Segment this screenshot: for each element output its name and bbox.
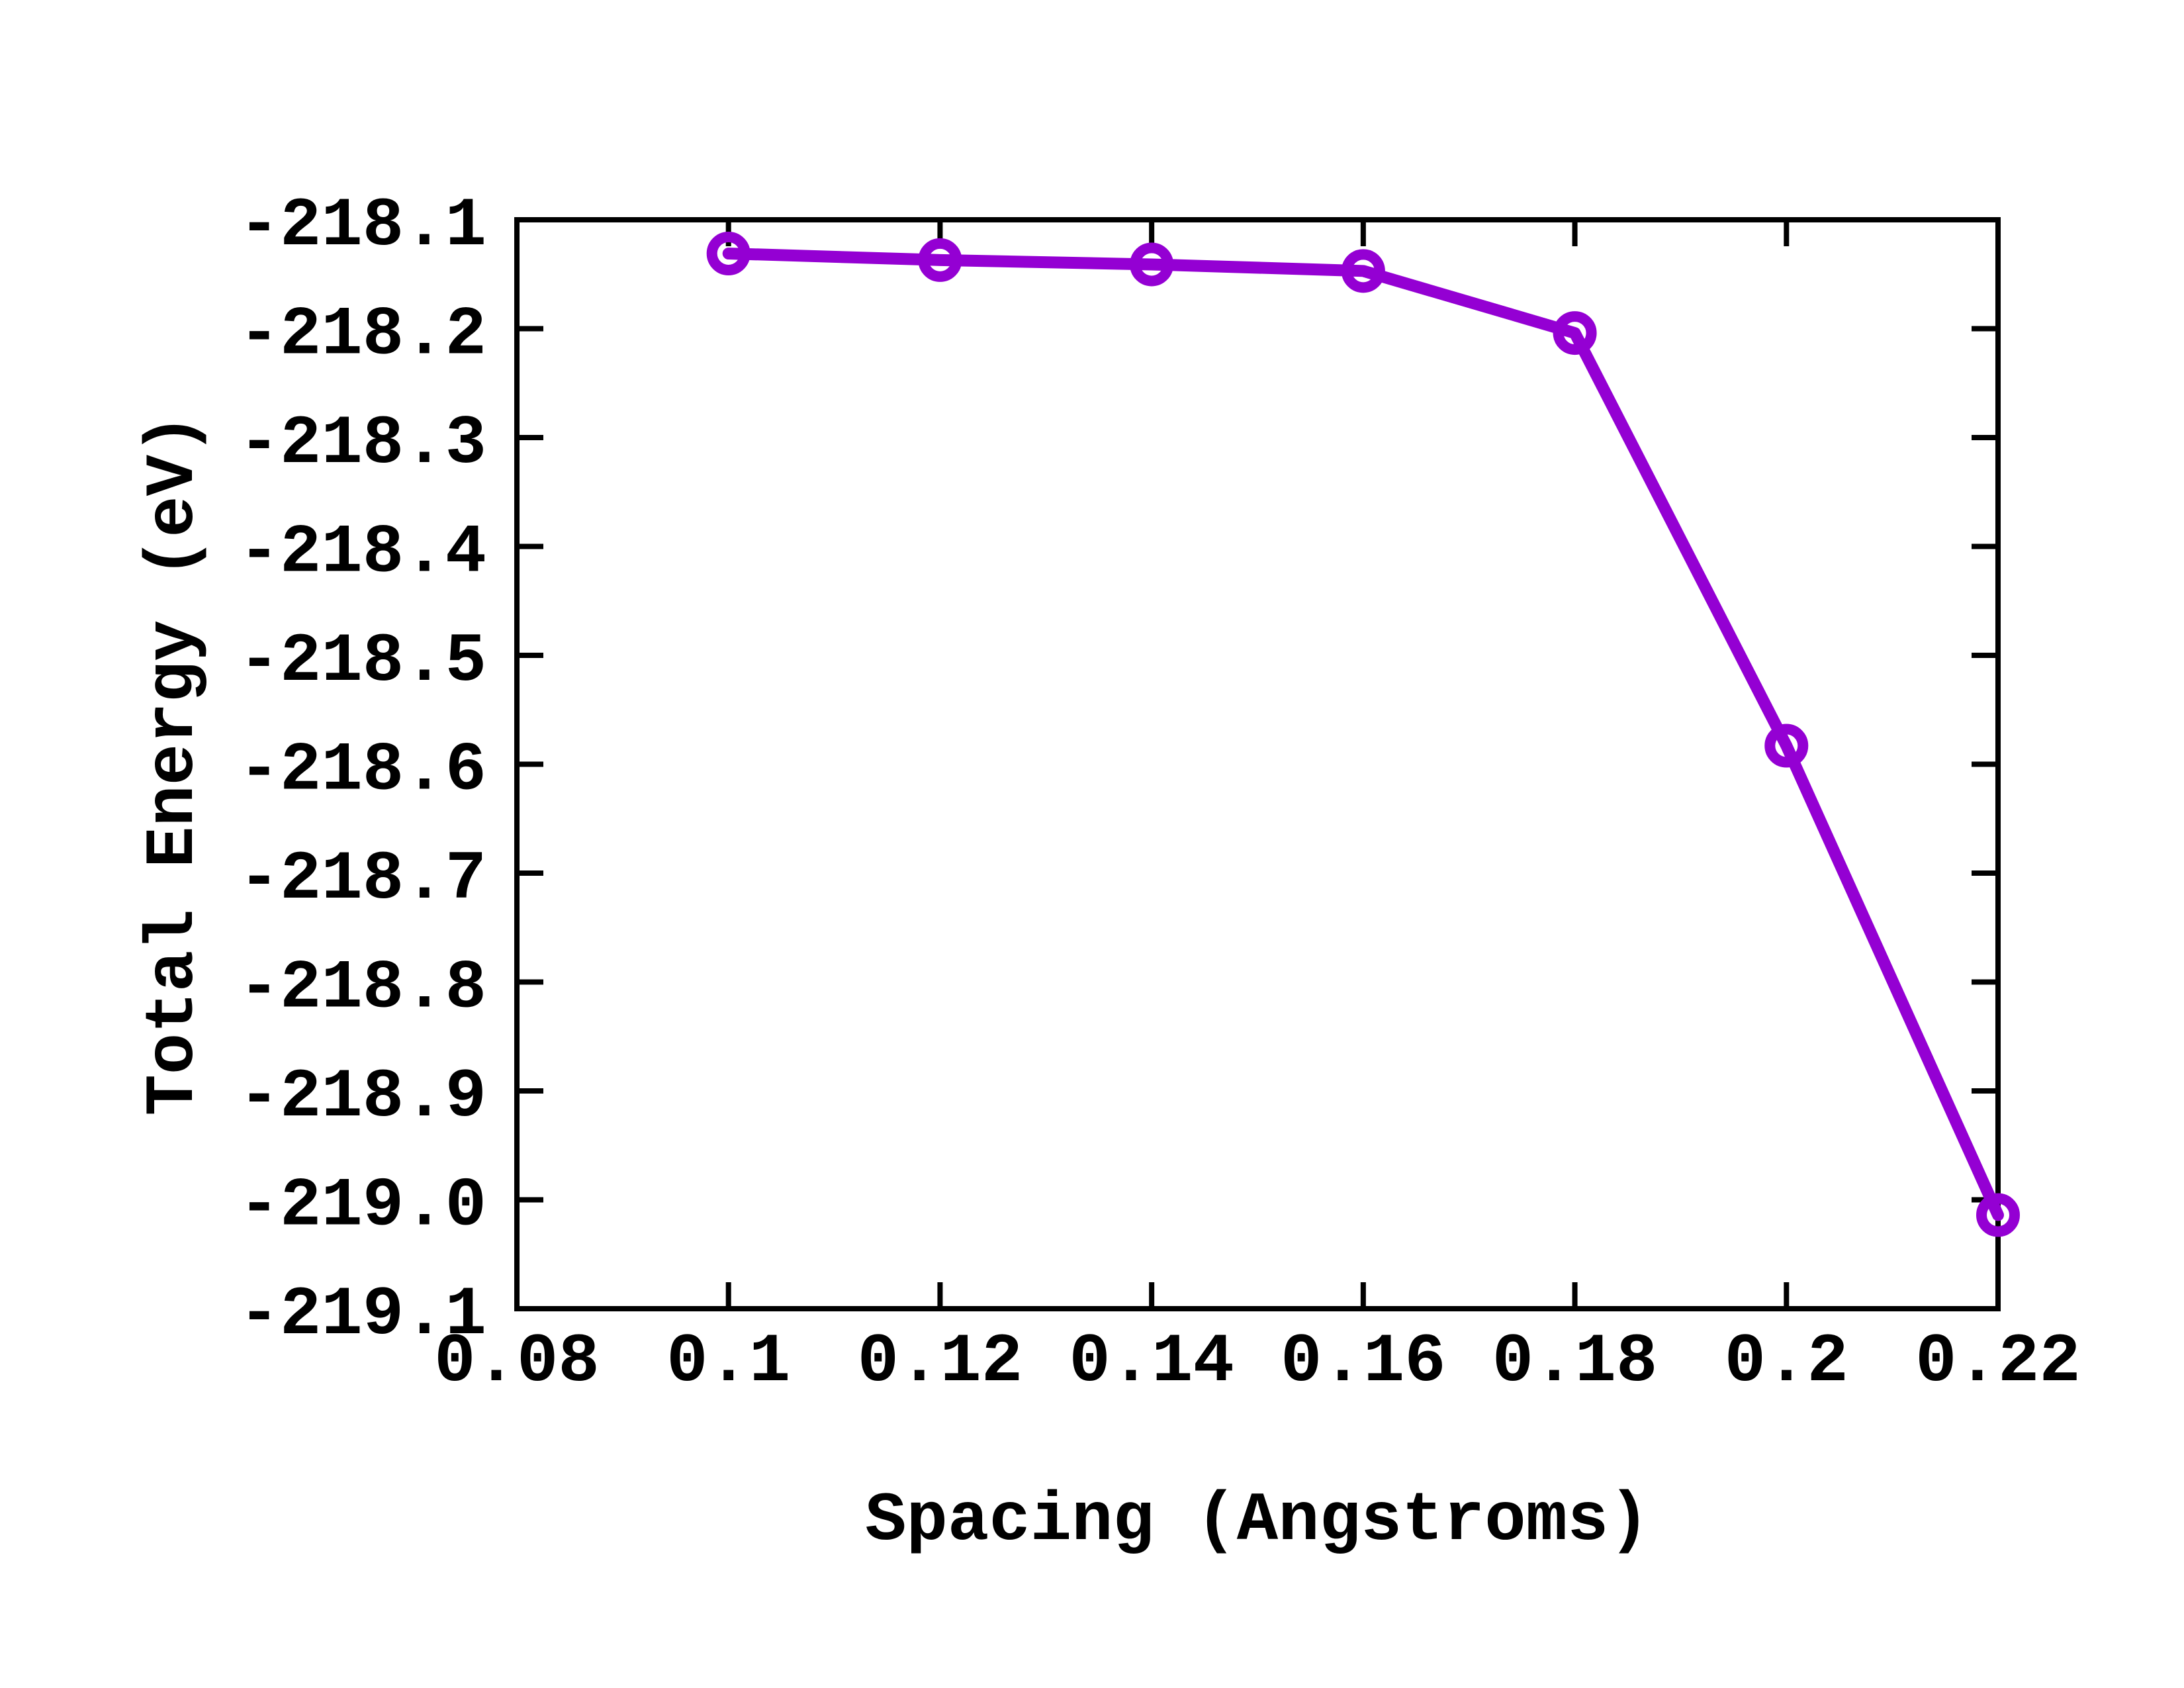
x-tick-label: 0.22 [1915, 1323, 2081, 1401]
y-tick-label: -218.9 [239, 1058, 486, 1137]
y-tick-label: -218.1 [239, 187, 486, 265]
data-point-marker [1130, 242, 1174, 287]
y-tick-label: -218.4 [239, 514, 486, 592]
data-point-marker [1976, 1193, 2020, 1237]
data-point-marker [1553, 311, 1597, 355]
y-tick-label: -218.6 [239, 732, 486, 810]
x-tick-label: 0.16 [1281, 1323, 1446, 1401]
y-tick-label: -218.7 [239, 841, 486, 919]
x-tick-label: 0.18 [1492, 1323, 1658, 1401]
y-tick-label: -218.2 [239, 297, 486, 375]
data-point-marker [1764, 724, 1809, 768]
energy-curve [722, 247, 2004, 1221]
y-tick-label: -218.3 [239, 405, 486, 483]
y-tick-label: -219.1 [239, 1276, 486, 1354]
y-tick-label: -219.0 [239, 1168, 486, 1246]
data-point-marker [706, 231, 751, 275]
x-tick-label: 0.08 [434, 1323, 600, 1401]
data-point-marker [918, 238, 962, 282]
x-tick-label: 0.14 [1069, 1323, 1234, 1401]
plot-area: 0.08 0.1 0.12 0.14 0.16 0.18 0.2 0.22 -218.1 -218… [239, 187, 2081, 1401]
x-tick-label: 0.2 [1725, 1323, 1848, 1401]
data-point-marker [1341, 249, 1385, 293]
x-axis-title: Spacing (Angstroms) [865, 1482, 1650, 1560]
y-tick-label: -218.8 [239, 950, 486, 1028]
x-tick-label: 0.1 [666, 1323, 790, 1401]
x-tick-label: 0.12 [858, 1323, 1023, 1401]
y-tick-label: -218.5 [239, 623, 486, 701]
y-axis-title: Total Energy (eV) [135, 414, 213, 1116]
